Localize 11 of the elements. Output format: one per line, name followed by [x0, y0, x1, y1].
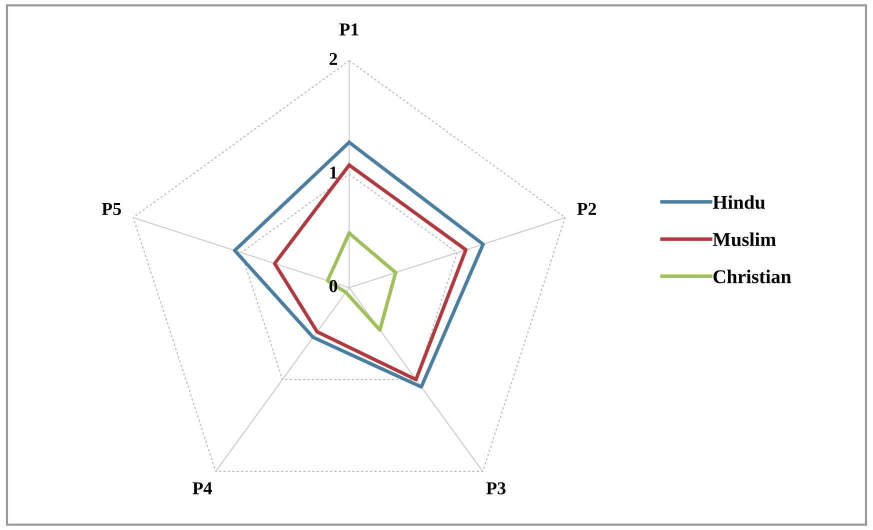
- legend-label: Muslim: [712, 232, 776, 246]
- spoke-label: P2: [577, 202, 596, 215]
- spoke-label: P1: [339, 23, 358, 36]
- spoke-label: P3: [486, 482, 506, 494]
- legend-label: Christian: [713, 270, 792, 284]
- legend-label: Hindu: [712, 195, 765, 209]
- y-tick-label: 1: [330, 166, 337, 178]
- spoke-label: P5: [102, 203, 121, 216]
- y-tick-label: 0: [330, 280, 338, 292]
- spoke-label: P4: [192, 482, 212, 494]
- y-tick-label: 2: [330, 52, 338, 65]
